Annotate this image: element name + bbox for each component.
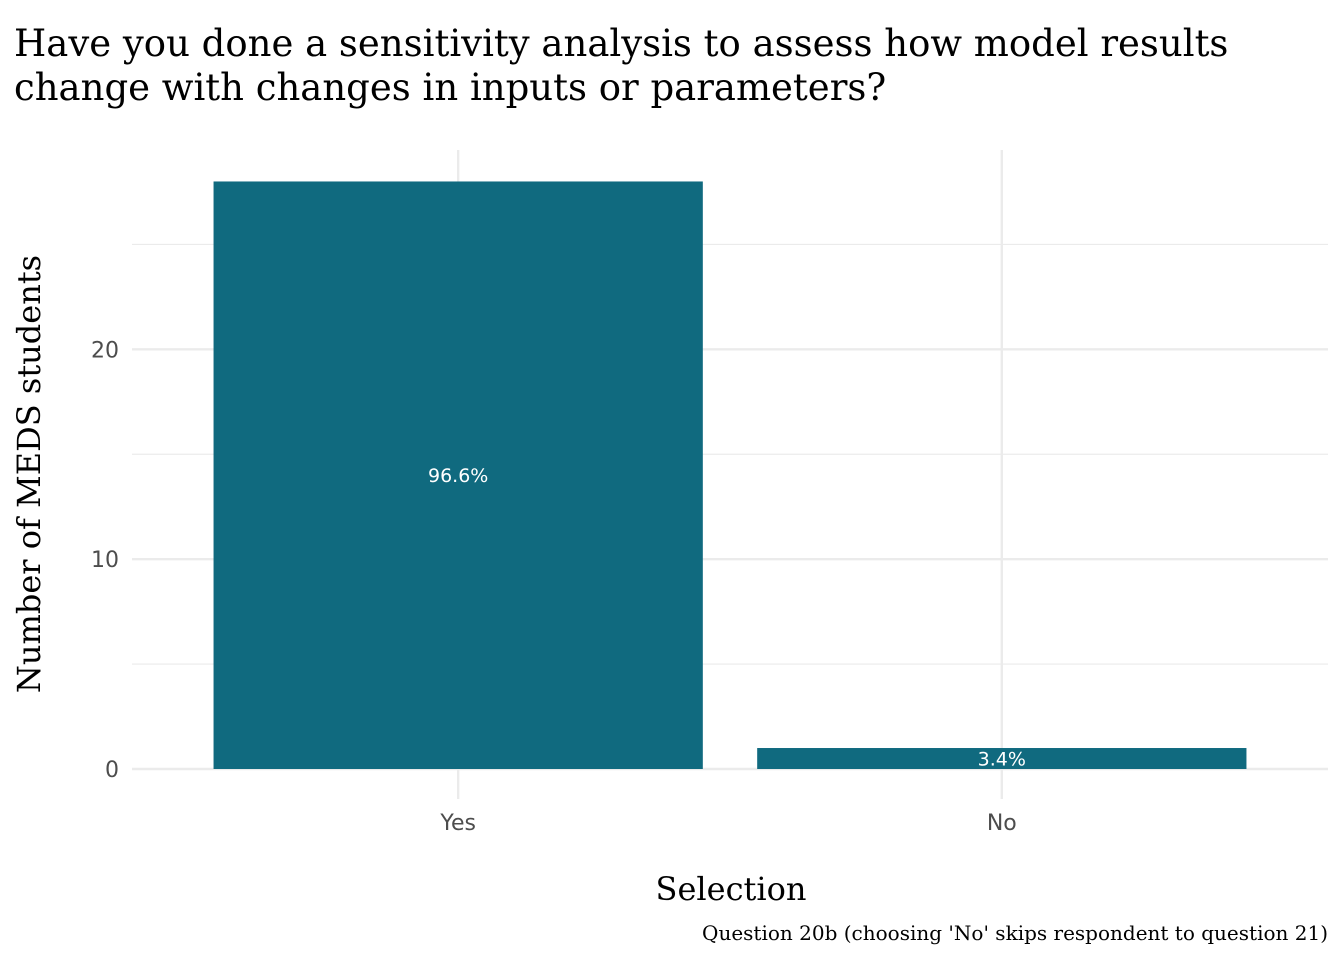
bar-labels: 96.6% 3.4% (428, 465, 1026, 770)
y-tick-label: 10 (91, 548, 119, 573)
chart-caption: Question 20b (choosing 'No' skips respon… (702, 921, 1328, 945)
x-axis-title: Selection (656, 870, 807, 908)
y-axis-ticks: 0 10 20 (91, 338, 119, 783)
y-tick-label: 0 (105, 758, 119, 783)
bar-yes (213, 181, 703, 769)
x-tick-label: No (987, 811, 1017, 836)
bar-no (757, 748, 1247, 769)
chart-title-line-2: change with changes in inputs or paramet… (14, 66, 886, 109)
bars (213, 181, 1247, 769)
x-tick-label: Yes (439, 811, 476, 836)
bar-data-label: 96.6% (428, 465, 488, 487)
y-tick-label: 20 (91, 338, 119, 363)
y-axis-title: Number of MEDS students (10, 255, 48, 693)
bar-data-label: 3.4% (978, 749, 1026, 771)
x-axis-ticks: Yes No (439, 811, 1016, 836)
chart-title-line-1: Have you done a sensitivity analysis to … (14, 22, 1228, 65)
